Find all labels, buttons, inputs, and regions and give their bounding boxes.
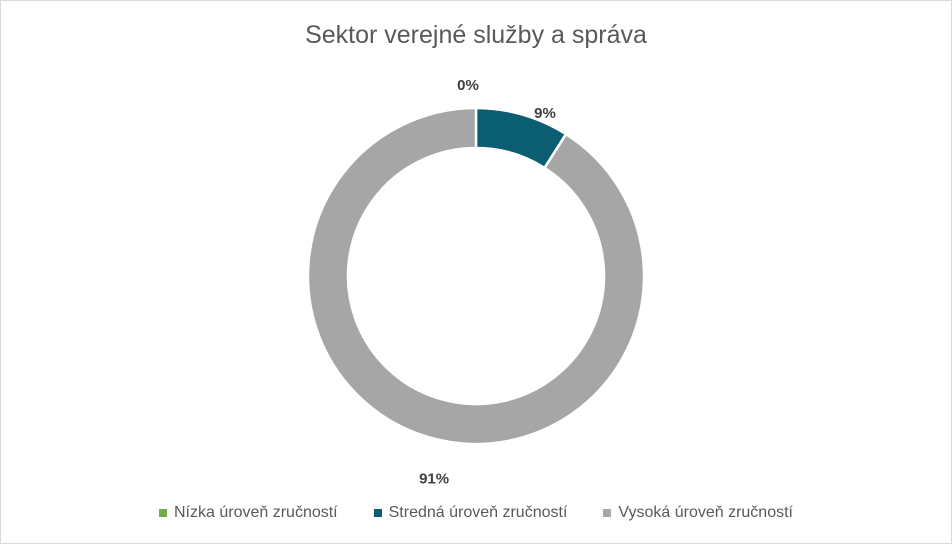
data-label-high: 91% [419, 471, 449, 488]
chart-title: Sektor verejné služby a správa [305, 21, 647, 49]
legend-swatch-high [603, 509, 612, 517]
data-label-medium: 9% [534, 105, 556, 122]
legend-item-high: Vysoká úroveň zručností [603, 504, 793, 522]
legend-label-high: Vysoká úroveň zručností [618, 504, 793, 521]
chart-legend: Nízka úroveň zručností Stredná úroveň zr… [1, 504, 951, 522]
legend-label-low: Nízka úroveň zručností [174, 504, 338, 521]
legend-swatch-low [159, 509, 167, 517]
legend-swatch-medium [373, 509, 382, 517]
data-label-low: 0% [457, 77, 479, 94]
legend-item-medium: Stredná úroveň zručností [373, 504, 568, 522]
legend-label-medium: Stredná úroveň zručností [388, 504, 568, 521]
legend-item-low: Nízka úroveň zručností [159, 504, 338, 522]
slice-high [306, 106, 646, 446]
